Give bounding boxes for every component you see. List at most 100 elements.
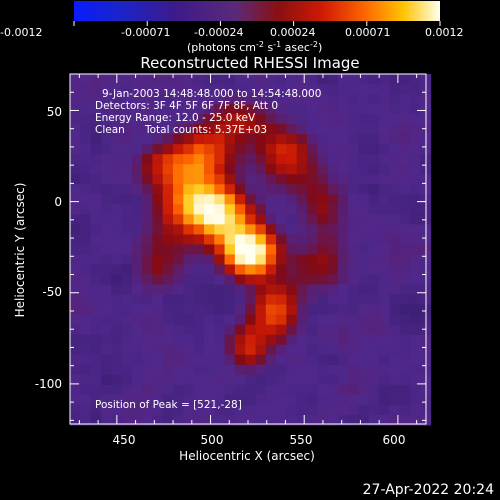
heatmap-cell xyxy=(276,94,287,105)
heatmap-cell xyxy=(379,334,390,346)
heatmap-cell xyxy=(152,264,164,276)
heatmap-cell xyxy=(80,374,92,386)
heatmap-cell xyxy=(224,224,236,235)
heatmap-cell xyxy=(173,144,184,155)
heatmap-cell xyxy=(214,254,226,266)
heatmap-cell xyxy=(337,224,349,235)
heatmap-cell xyxy=(80,314,92,326)
heatmap-cell xyxy=(173,344,184,356)
heatmap-cell xyxy=(348,294,360,306)
heatmap-cell xyxy=(348,94,360,105)
heatmap-cell xyxy=(358,344,370,356)
heatmap-cell xyxy=(296,124,308,135)
heatmap-cell xyxy=(152,234,164,246)
heatmap-cell xyxy=(131,234,143,246)
heatmap-cell xyxy=(348,304,360,316)
heatmap-cell xyxy=(307,304,318,316)
heatmap-cell xyxy=(183,154,195,165)
heatmap-cell xyxy=(214,244,226,256)
heatmap-cell xyxy=(368,244,380,256)
heatmap-cell xyxy=(379,324,390,336)
heatmap-cell xyxy=(111,314,122,326)
heatmap-cell xyxy=(389,244,401,256)
heatmap-cell xyxy=(70,364,81,376)
heatmap-cell xyxy=(111,344,122,356)
heatmap-cell xyxy=(410,94,421,105)
heatmap-cell xyxy=(327,334,339,346)
heatmap-cell xyxy=(389,174,401,185)
heatmap-cell xyxy=(193,264,205,276)
heatmap-cell xyxy=(265,204,277,215)
heatmap-cell xyxy=(265,274,277,286)
heatmap-cell xyxy=(152,304,164,316)
heatmap-cell xyxy=(152,334,164,346)
heatmap-cell xyxy=(255,304,267,316)
heatmap-cell xyxy=(368,254,380,266)
heatmap-cell xyxy=(276,194,287,205)
heatmap-cell xyxy=(296,194,308,205)
heatmap-cell xyxy=(173,254,184,266)
heatmap-cell xyxy=(296,244,308,256)
heatmap-cell xyxy=(265,104,277,115)
heatmap-cell xyxy=(173,404,184,416)
heatmap-cell xyxy=(183,224,195,235)
heatmap-cell xyxy=(327,264,339,276)
heatmap-cell xyxy=(255,384,267,396)
heatmap-cell xyxy=(245,404,256,416)
heatmap-cell xyxy=(111,94,122,105)
heatmap-cell xyxy=(317,344,329,356)
heatmap-cell xyxy=(214,284,226,296)
heatmap-cell xyxy=(337,194,349,205)
heatmap-cell xyxy=(100,144,112,155)
heatmap-cell xyxy=(276,324,287,336)
heatmap-cell xyxy=(327,144,339,155)
heatmap-cell xyxy=(368,164,380,175)
heatmap-cell xyxy=(70,274,81,286)
heatmap-cell xyxy=(379,154,390,165)
heatmap-cell xyxy=(307,354,318,366)
heatmap-cell xyxy=(100,264,112,276)
heatmap-cell xyxy=(142,374,153,386)
heatmap-cell xyxy=(348,214,360,225)
heatmap-cell xyxy=(214,224,226,235)
heatmap-cell xyxy=(348,394,360,406)
heatmap-cell xyxy=(131,304,143,316)
axis-ticks xyxy=(70,73,426,424)
heatmap-cell xyxy=(245,144,256,155)
heatmap-cell xyxy=(276,234,287,246)
heatmap-cell xyxy=(173,94,184,105)
heatmap-cell xyxy=(348,134,360,145)
heatmap-cell xyxy=(193,314,205,326)
heatmap-cell xyxy=(307,214,318,225)
heatmap-cell xyxy=(348,254,360,266)
heatmap-cell xyxy=(193,294,205,306)
heatmap-cell xyxy=(121,374,133,386)
heatmap-cell xyxy=(203,204,215,215)
heatmap-cell xyxy=(255,274,267,286)
heatmap-cell xyxy=(265,414,277,426)
heatmap-cell xyxy=(327,394,339,406)
heatmap-cell xyxy=(111,294,122,306)
heatmap-cell xyxy=(265,124,277,135)
heatmap-cell xyxy=(224,384,236,396)
heatmap-cell xyxy=(162,184,174,195)
heatmap-cell xyxy=(80,234,92,246)
heatmap-cell xyxy=(317,214,329,225)
heatmap-cell xyxy=(142,414,153,426)
heatmap-cell xyxy=(255,254,267,266)
heatmap-cell xyxy=(131,264,143,276)
heatmap-cell xyxy=(348,374,360,386)
heatmap-cell xyxy=(399,124,411,135)
heatmap-cell xyxy=(389,294,401,306)
heatmap-cell xyxy=(121,144,133,155)
x-axis-label: Heliocentric X (arcsec) xyxy=(179,449,315,463)
heatmap-cell xyxy=(255,354,267,366)
heatmap-cell xyxy=(286,314,298,326)
heatmap-cell xyxy=(317,194,329,205)
heatmap-cell xyxy=(162,414,174,426)
heatmap-cell xyxy=(173,114,184,125)
heatmap-cell xyxy=(265,344,277,356)
heatmap-cell xyxy=(389,384,401,396)
heatmap-cell xyxy=(379,84,390,95)
heatmap-cell xyxy=(214,414,226,426)
